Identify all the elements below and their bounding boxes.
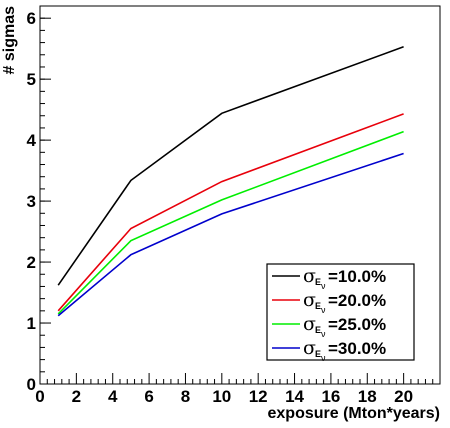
legend-sigma-symbol: σ bbox=[303, 313, 316, 335]
legend-subscript: E bbox=[315, 301, 321, 311]
series-line-3 bbox=[57, 152, 404, 317]
y-tick-label: 3 bbox=[27, 192, 36, 211]
legend-label: =30.0% bbox=[328, 339, 386, 358]
y-tick-label: 6 bbox=[27, 9, 36, 28]
x-tick-label: 14 bbox=[285, 387, 304, 406]
legend-subsubscript: ν bbox=[321, 353, 326, 363]
legend-subsubscript: ν bbox=[321, 329, 326, 339]
series-line-2 bbox=[57, 130, 404, 315]
series-layer bbox=[57, 46, 404, 317]
x-tick-label: 16 bbox=[321, 387, 340, 406]
x-tick-label: 4 bbox=[108, 387, 118, 406]
y-axis: 0 1 2 3 4 5 6 bbox=[27, 5, 51, 394]
legend-sigma-symbol: σ bbox=[303, 289, 316, 311]
y-tick-label: 5 bbox=[27, 70, 36, 89]
y-tick-label: 0 bbox=[27, 375, 36, 394]
x-tick-label: 18 bbox=[358, 387, 377, 406]
legend-subsubscript: ν bbox=[321, 305, 326, 315]
legend-subsubscript: ν bbox=[321, 281, 326, 291]
legend-sigma-symbol: σ bbox=[303, 265, 316, 287]
legend-label: =10.0% bbox=[328, 267, 386, 286]
legend-label: =25.0% bbox=[328, 315, 386, 334]
y-tick-label: 4 bbox=[27, 131, 37, 150]
legend-box bbox=[266, 263, 415, 361]
y-axis-title: # sigmas bbox=[1, 6, 18, 75]
legend-label: =20.0% bbox=[328, 291, 386, 310]
x-tick-label: 8 bbox=[181, 387, 190, 406]
y-tick-label: 2 bbox=[27, 253, 36, 272]
series-line-0 bbox=[57, 46, 404, 286]
y-tick-label: 1 bbox=[27, 314, 36, 333]
x-tick-label: 0 bbox=[35, 387, 44, 406]
x-tick-label: 10 bbox=[212, 387, 231, 406]
legend-subscript: E bbox=[315, 277, 321, 287]
legend-subscript: E bbox=[315, 349, 321, 359]
x-axis: 0 2 4 6 8 10 12 14 16 18 20 bbox=[35, 373, 434, 406]
x-tick-label: 2 bbox=[72, 387, 81, 406]
series-line-1 bbox=[57, 113, 404, 312]
x-axis-title: exposure (Mton*years) bbox=[268, 405, 441, 422]
legend-subscript: E bbox=[315, 325, 321, 335]
x-tick-label: 12 bbox=[249, 387, 268, 406]
legend-sigma-symbol: σ bbox=[303, 337, 316, 359]
x-tick-label: 6 bbox=[144, 387, 153, 406]
x-tick-label: 20 bbox=[394, 387, 413, 406]
